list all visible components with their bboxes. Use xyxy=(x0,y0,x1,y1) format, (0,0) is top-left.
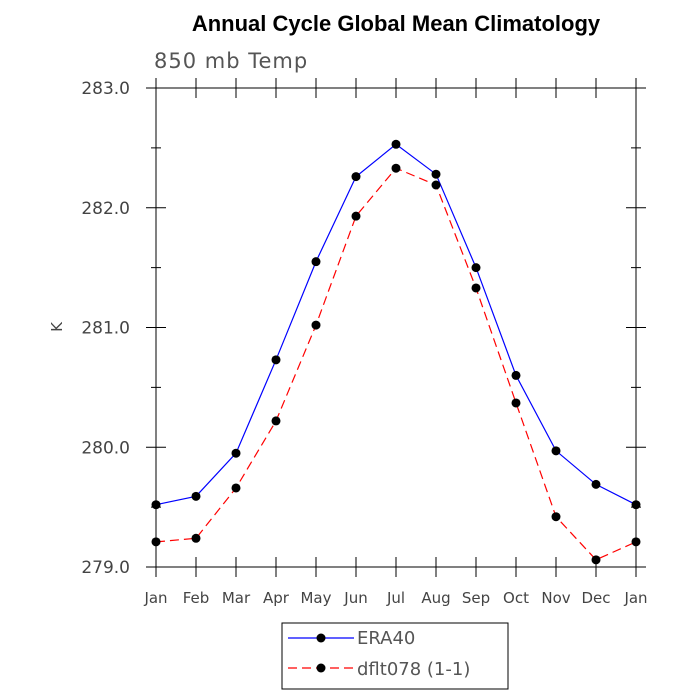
series-marker xyxy=(271,416,281,426)
series-marker xyxy=(271,355,281,365)
legend-marker-era40 xyxy=(316,633,326,643)
series-marker xyxy=(631,500,641,510)
x-tick-label: Feb xyxy=(183,589,210,607)
series-marker xyxy=(351,172,361,182)
x-tick-label: Jun xyxy=(343,589,367,607)
series-marker xyxy=(511,370,521,380)
y-tick-label: 279.0 xyxy=(81,558,130,578)
x-tick-label: Jan xyxy=(143,589,167,607)
chart-title: Annual Cycle Global Mean Climatology xyxy=(192,11,601,36)
legend: ERA40 dflt078 (1-1) xyxy=(281,622,509,690)
x-tick-label: Nov xyxy=(541,589,570,607)
series-marker xyxy=(391,139,401,149)
y-tick-label: 280.0 xyxy=(81,438,130,458)
chart-subtitle: 850 mb Temp xyxy=(154,49,308,73)
series-line xyxy=(155,167,637,561)
y-tick-label: 283.0 xyxy=(81,79,130,99)
plot-frame xyxy=(155,87,637,568)
x-tick-label: Oct xyxy=(503,589,529,607)
series-marker xyxy=(431,169,441,179)
y-tick-label: 281.0 xyxy=(81,319,130,339)
legend-label-era40: ERA40 xyxy=(357,628,415,649)
legend-marker-dflt078 xyxy=(316,663,326,673)
x-tick-label: Apr xyxy=(263,589,290,607)
series-marker xyxy=(551,446,561,456)
series-marker xyxy=(191,533,201,543)
series-marker xyxy=(311,320,321,330)
x-tick-label: Dec xyxy=(581,589,610,607)
series-line xyxy=(155,143,637,506)
series-marker xyxy=(471,283,481,293)
x-tick-label: Mar xyxy=(222,589,251,607)
series-marker xyxy=(311,257,321,267)
series-layer xyxy=(151,139,641,565)
x-tick-label: Jan xyxy=(623,589,647,607)
legend-label-dflt078: dflt078 (1-1) xyxy=(357,659,470,680)
series-marker xyxy=(431,180,441,190)
x-tick-labels: Jan Feb Mar Apr May Jun Jul Aug Sep Oct Nov Dec Jan xyxy=(143,589,647,607)
series-marker xyxy=(151,500,161,510)
series-marker xyxy=(391,163,401,173)
series-1 xyxy=(151,163,641,565)
series-marker xyxy=(511,398,521,408)
series-marker xyxy=(351,211,361,221)
series-marker xyxy=(191,491,201,501)
series-marker xyxy=(631,537,641,547)
y-axis-title: K xyxy=(48,321,66,332)
axis-ticks xyxy=(146,78,646,577)
x-tick-label: Jul xyxy=(386,589,405,607)
series-marker xyxy=(551,512,561,522)
series-marker xyxy=(471,263,481,273)
series-marker xyxy=(591,555,601,565)
y-tick-labels: 279.0 280.0 281.0 282.0 283.0 xyxy=(81,79,130,578)
series-marker xyxy=(151,537,161,547)
y-tick-label: 282.0 xyxy=(81,199,130,219)
series-marker xyxy=(231,483,241,493)
x-tick-label: Aug xyxy=(421,589,450,607)
series-marker xyxy=(591,479,601,489)
x-tick-label: Sep xyxy=(462,589,490,607)
series-0 xyxy=(151,139,641,510)
x-tick-label: May xyxy=(300,589,331,607)
series-marker xyxy=(231,448,241,458)
